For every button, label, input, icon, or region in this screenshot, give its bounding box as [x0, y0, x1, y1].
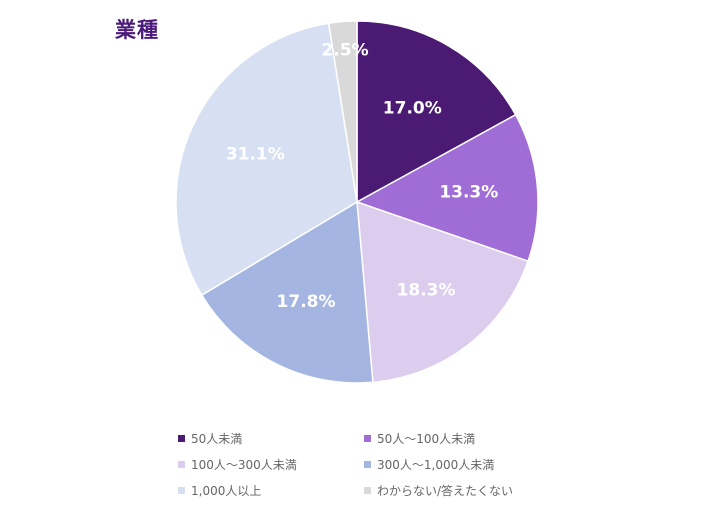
legend-item: わからない/答えたくない [364, 480, 584, 500]
legend-item: 50人未満 [178, 428, 356, 448]
pie-slice [356, 20, 517, 204]
slice-data-label: 17.0% [383, 99, 442, 119]
legend-label: 50人～100人未満 [377, 431, 476, 446]
legend-label: 50人未満 [191, 431, 243, 446]
pie-slice [200, 200, 374, 384]
slice-data-label: 31.1% [226, 145, 285, 165]
slice-data-label: 18.3% [397, 280, 456, 300]
pie-slice [356, 200, 530, 384]
legend-item: 50人～100人未満 [364, 428, 584, 448]
legend-label: 300人～1,000人未満 [377, 457, 495, 472]
legend-swatch [178, 434, 185, 442]
slice-data-label: 17.8% [277, 292, 336, 312]
legend-swatch [178, 486, 185, 494]
legend-swatch [364, 486, 371, 494]
legend-item: 100人～300人未満 [178, 454, 356, 474]
legend-item: 300人～1,000人未満 [364, 454, 584, 474]
chart-legend: 50人未満 50人～100人未満 100人～300人未満 300人～1,000人未満 1… [178, 428, 618, 500]
slice-data-label: 2.5% [321, 40, 368, 60]
legend-label: わからない/答えたくない [377, 483, 514, 498]
pie-slice [175, 22, 358, 297]
legend-label: 100人～300人未満 [191, 457, 297, 472]
pie-slice [355, 113, 539, 263]
slice-data-label: 13.3% [439, 182, 498, 202]
pie-chart: 17.0% 13.3% 18.3% 17.8% 31.1% 2.5% [175, 20, 539, 384]
legend-swatch [364, 434, 371, 442]
legend-swatch [364, 460, 371, 468]
chart-title: 業種 [115, 18, 159, 42]
legend-item: 1,000人以上 [178, 480, 356, 500]
legend-swatch [178, 460, 185, 468]
pie-slice [327, 20, 358, 203]
legend-label: 1,000人以上 [191, 483, 262, 498]
